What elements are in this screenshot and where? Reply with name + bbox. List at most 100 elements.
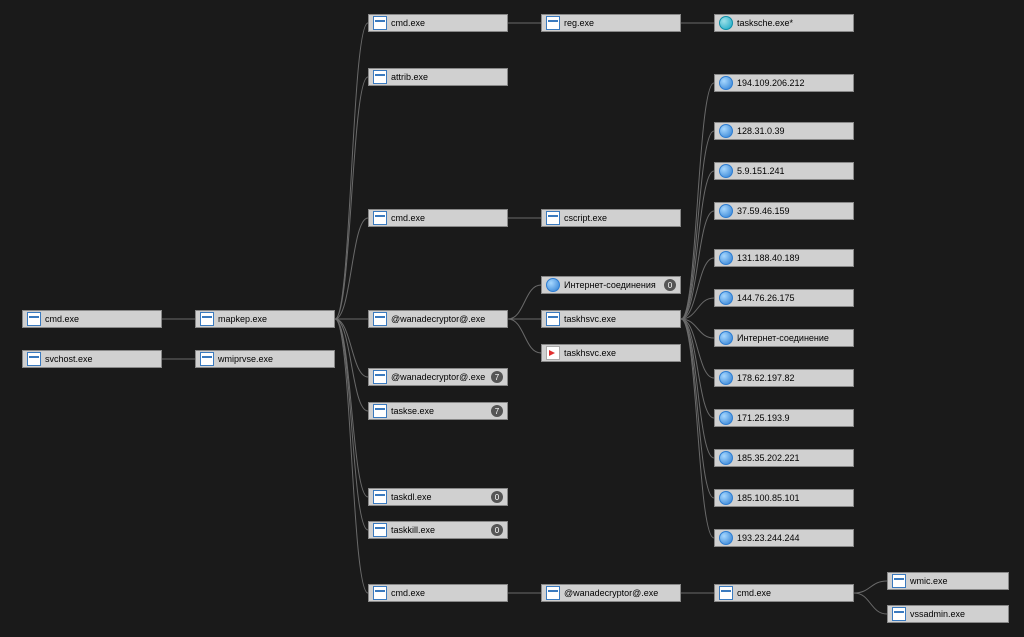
tree-edge xyxy=(681,171,714,319)
tree-edge xyxy=(508,285,541,319)
tree-node[interactable]: reg.exe xyxy=(541,14,681,32)
globe-icon xyxy=(546,278,560,292)
exe-icon xyxy=(27,352,41,366)
tree-edge xyxy=(681,211,714,319)
tree-node[interactable]: cmd.exe xyxy=(22,310,162,328)
tree-edge xyxy=(335,218,368,319)
tree-node[interactable]: cscript.exe xyxy=(541,209,681,227)
node-label: taskhsvc.exe xyxy=(564,314,676,324)
exe-icon xyxy=(200,352,214,366)
tree-edge xyxy=(681,319,714,538)
tree-edge xyxy=(335,319,368,411)
count-badge: 0 xyxy=(664,279,676,291)
tree-edge xyxy=(681,319,714,458)
exe-icon xyxy=(27,312,41,326)
globe-icon xyxy=(719,531,733,545)
node-label: cmd.exe xyxy=(391,18,503,28)
globe-icon xyxy=(719,164,733,178)
tree-node[interactable]: @wanadecryptor@.exe xyxy=(368,310,508,328)
tree-node[interactable]: cmd.exe xyxy=(714,584,854,602)
node-label: taskdl.exe xyxy=(391,492,487,502)
tree-node[interactable]: attrib.exe xyxy=(368,68,508,86)
tree-node[interactable]: taskdl.exe 0 xyxy=(368,488,508,506)
exe-icon xyxy=(373,211,387,225)
tree-node[interactable]: cmd.exe xyxy=(368,209,508,227)
node-label: @wanadecryptor@.exe xyxy=(564,588,676,598)
tree-node[interactable]: Интернет-соединения0 xyxy=(541,276,681,294)
tree-node[interactable]: 185.35.202.221 xyxy=(714,449,854,467)
tree-node[interactable]: cmd.exe xyxy=(368,14,508,32)
tree-node[interactable]: 5.9.151.241 xyxy=(714,162,854,180)
globe-icon xyxy=(719,491,733,505)
tree-node[interactable]: taskse.exe 7 xyxy=(368,402,508,420)
tree-node[interactable]: @wanadecryptor@.exe xyxy=(541,584,681,602)
tree-node[interactable]: vssadmin.exe xyxy=(887,605,1009,623)
tree-edge xyxy=(681,319,714,498)
node-label: 194.109.206.212 xyxy=(737,78,849,88)
node-label: vssadmin.exe xyxy=(910,609,1004,619)
globe-icon xyxy=(719,76,733,90)
tree-node[interactable]: 37.59.46.159 xyxy=(714,202,854,220)
node-label: cmd.exe xyxy=(45,314,157,324)
node-label: svchost.exe xyxy=(45,354,157,364)
tree-node[interactable]: cmd.exe xyxy=(368,584,508,602)
tree-node[interactable]: svchost.exe xyxy=(22,350,162,368)
node-label: Интернет-соединение xyxy=(737,333,849,343)
exe-icon xyxy=(373,586,387,600)
exe-icon xyxy=(373,404,387,418)
tree-node[interactable]: 193.23.244.244 xyxy=(714,529,854,547)
globe-icon xyxy=(719,331,733,345)
tree-node[interactable]: 131.188.40.189 xyxy=(714,249,854,267)
tree-node[interactable]: Интернет-соединение xyxy=(714,329,854,347)
tree-edge xyxy=(335,319,368,530)
exe-icon xyxy=(200,312,214,326)
node-label: taskkill.exe xyxy=(391,525,487,535)
globe-icon xyxy=(719,124,733,138)
count-badge: 7 xyxy=(491,371,503,383)
tree-node[interactable]: wmic.exe xyxy=(887,572,1009,590)
tree-node[interactable]: wmiprvse.exe xyxy=(195,350,335,368)
exe-icon xyxy=(373,312,387,326)
tree-node[interactable]: taskkill.exe0 xyxy=(368,521,508,539)
tree-node[interactable]: @wanadecryptor@.exe7 xyxy=(368,368,508,386)
tree-edge xyxy=(854,581,887,593)
globe-icon xyxy=(719,371,733,385)
node-label: 178.62.197.82 xyxy=(737,373,849,383)
tree-node[interactable]: 185.100.85.101 xyxy=(714,489,854,507)
exe-icon xyxy=(546,211,560,225)
globe-icon xyxy=(719,291,733,305)
exe-icon xyxy=(546,312,560,326)
globe-icon xyxy=(719,411,733,425)
tree-node[interactable]: 128.31.0.39 xyxy=(714,122,854,140)
tree-edge xyxy=(681,258,714,319)
tree-edge xyxy=(335,319,368,593)
node-label: @wanadecryptor@.exe xyxy=(391,314,503,324)
tree-node[interactable]: 194.109.206.212 xyxy=(714,74,854,92)
exe-icon xyxy=(719,586,733,600)
tree-edge xyxy=(335,319,368,377)
node-label: taskse.exe xyxy=(391,406,487,416)
globe-icon xyxy=(719,451,733,465)
tree-node[interactable]: 171.25.193.9 xyxy=(714,409,854,427)
node-label: wmic.exe xyxy=(910,576,1004,586)
node-label: taskhsvc.exe xyxy=(564,348,676,358)
count-badge: 0 xyxy=(491,491,503,503)
tree-edge xyxy=(508,319,541,353)
tree-node[interactable]: tasksche.exe* xyxy=(714,14,854,32)
tree-node[interactable]: mapkep.exe xyxy=(195,310,335,328)
globe-icon xyxy=(719,204,733,218)
node-label: cmd.exe xyxy=(391,213,503,223)
node-label: reg.exe xyxy=(564,18,676,28)
count-badge: 7 xyxy=(491,405,503,417)
tree-node[interactable]: taskhsvc.exe xyxy=(541,344,681,362)
node-label: cmd.exe xyxy=(737,588,849,598)
tree-node[interactable]: 178.62.197.82 xyxy=(714,369,854,387)
tree-node[interactable]: 144.76.26.175 xyxy=(714,289,854,307)
exe-icon xyxy=(892,574,906,588)
tree-node[interactable]: taskhsvc.exe xyxy=(541,310,681,328)
node-label: cscript.exe xyxy=(564,213,676,223)
tree-edge xyxy=(681,298,714,319)
tree-edge xyxy=(335,319,368,497)
node-label: 128.31.0.39 xyxy=(737,126,849,136)
node-label: 185.100.85.101 xyxy=(737,493,849,503)
